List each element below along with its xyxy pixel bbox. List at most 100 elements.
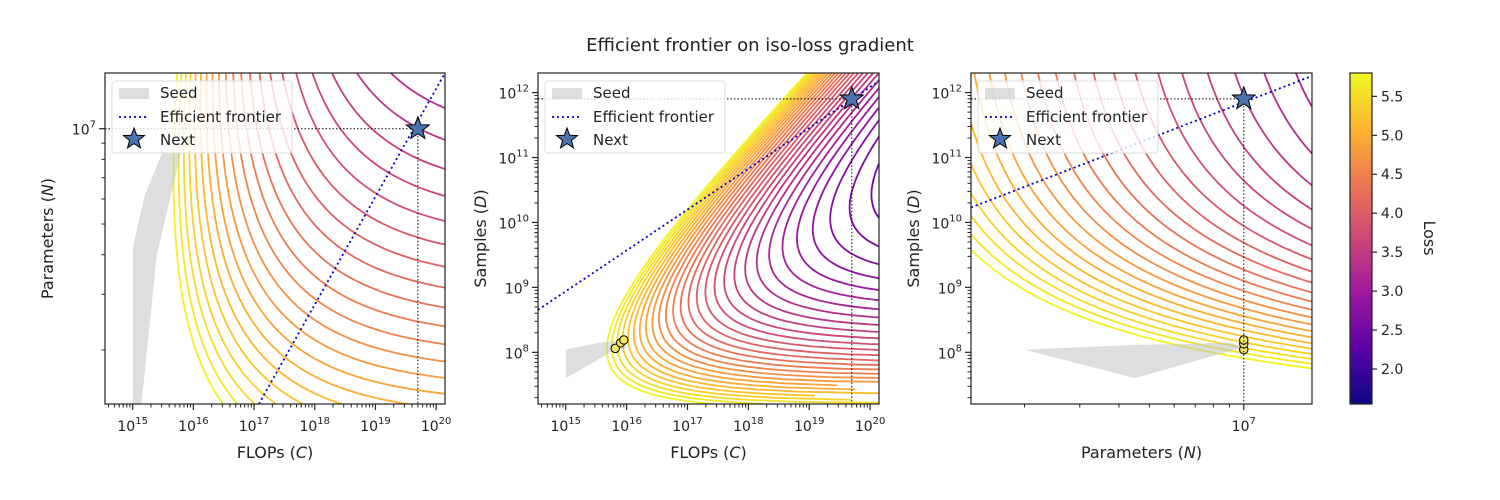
iso-loss-line: [658, 73, 879, 379]
iso-loss-line: [1037, 73, 1312, 311]
x-tick-label: 1019: [360, 416, 391, 435]
iso-loss-line: [311, 73, 445, 197]
x-axis-label: FLOPs (C): [670, 443, 747, 462]
y-tick-label: 108: [938, 343, 962, 362]
colorbar-tick-label: 3.5: [1381, 245, 1403, 261]
legend-box: [977, 80, 1159, 154]
y-tick-label: 109: [938, 278, 962, 297]
next-star: [405, 115, 431, 140]
iso-loss-line: [811, 106, 879, 280]
legend-seed-swatch: [985, 88, 1015, 99]
iso-loss-line: [796, 95, 879, 291]
iso-loss-line: [632, 73, 879, 395]
legend-next-label: Next: [160, 131, 195, 149]
legend-frontier-label: Efficient frontier: [1026, 108, 1148, 126]
x-tick-label: 107: [1232, 416, 1256, 435]
iso-loss-line: [1291, 0, 1312, 17]
x-tick-label: 1017: [672, 416, 703, 435]
y-tick-label: 109: [505, 278, 529, 297]
colorbar-tick-label: 4.5: [1381, 167, 1403, 183]
iso-loss-line: [295, 73, 445, 222]
iso-loss-line: [755, 73, 879, 319]
efficient-frontier-line: [538, 80, 879, 311]
plot-area: [538, 73, 1268, 404]
iso-loss-line: [713, 73, 879, 346]
iso-loss-line: [331, 73, 445, 170]
y-tick-label: 107: [72, 120, 96, 139]
legend-seed-swatch: [552, 88, 582, 99]
iso-loss-line: [638, 73, 856, 391]
legend-next-label: Next: [1026, 131, 1061, 149]
iso-loss-line: [971, 215, 1312, 360]
y-axis-label: Samples (D): [471, 189, 490, 287]
axes-ticks: 107 108 109 1010 1011 1012: [931, 84, 1255, 435]
iso-loss-line: [645, 73, 838, 387]
x-tick-label: 1018: [733, 416, 764, 435]
plot-area: [971, 0, 1312, 404]
iso-loss-line: [704, 73, 879, 351]
legend-seed-swatch: [119, 88, 149, 99]
x-tick-label: 1017: [239, 416, 270, 435]
legend: Seed Efficient frontier Next: [544, 80, 726, 154]
iso-loss-line: [1157, 73, 1312, 247]
legend-next-swatch: [122, 126, 146, 150]
iso-loss-line: [971, 163, 1312, 350]
seed-point: [619, 335, 629, 345]
next-star: [839, 85, 865, 110]
iso-loss-line: [848, 134, 879, 248]
efficient-frontier-line: [971, 75, 1312, 209]
iso-loss-line: [687, 73, 879, 362]
axes-ticks: 1015 1016 1017 1018 1019 1020 108 109 1010 1011 10…: [498, 84, 885, 435]
y-tick-label: 1011: [931, 148, 962, 167]
colorbar-tick-label: 4.0: [1381, 206, 1403, 222]
legend-seed-label: Seed: [593, 84, 631, 102]
iso-loss-contours: [971, 0, 1312, 370]
seed-point: [610, 343, 620, 354]
iso-loss-line: [1211, 73, 1268, 81]
colorbar-gradient: [1349, 72, 1373, 405]
y-tick-label: 108: [505, 343, 529, 362]
y-tick-label: 1010: [498, 213, 529, 232]
iso-loss-line: [679, 73, 879, 366]
iso-loss-line: [1020, 73, 1312, 319]
x-axis-label: FLOPs (C): [237, 443, 314, 462]
axes-frame: [537, 72, 880, 405]
x-tick-label: 1020: [855, 416, 886, 435]
colorbar-label: Loss: [1420, 220, 1439, 255]
y-axis-label: Samples (D): [904, 189, 923, 287]
iso-loss-line: [971, 233, 1312, 365]
x-tick-label: 1015: [117, 416, 148, 435]
seed-region: [1024, 342, 1244, 379]
legend-next-label: Next: [593, 131, 628, 149]
colorbar-tick-label: 2.0: [1381, 362, 1403, 378]
y-tick-label: 1012: [498, 84, 529, 103]
y-tick-label: 1012: [931, 84, 962, 103]
iso-loss-line: [1003, 73, 1312, 326]
iso-loss-line: [781, 86, 879, 302]
legend-box: [544, 80, 726, 154]
axes-frame: [970, 72, 1313, 405]
iso-loss-line: [973, 73, 1312, 339]
axes-ticks: 1015 1016 1017 1018 1019 1020 107: [72, 120, 452, 435]
seed-region: [132, 122, 188, 404]
colorbar-tick-label: 5.5: [1381, 89, 1403, 105]
y-axis-label: Parameters (N): [38, 178, 57, 299]
iso-loss-line: [664, 73, 879, 375]
iso-loss-line: [971, 192, 1312, 355]
colorbar-tick-label: 2.5: [1381, 323, 1403, 339]
iso-loss-line: [971, 249, 1312, 370]
iso-loss-line: [356, 73, 445, 141]
legend-box: [111, 80, 293, 154]
iso-loss-line: [1263, 73, 1312, 155]
x-tick-label: 1015: [550, 416, 581, 435]
legend-seed-label: Seed: [160, 84, 198, 102]
iso-loss-line: [390, 73, 445, 110]
next-star: [1231, 85, 1257, 110]
x-tick-label: 1020: [421, 416, 452, 435]
iso-loss-line: [581, 73, 739, 81]
x-axis-label: Parameters (N): [1081, 443, 1202, 462]
iso-loss-line: [1206, 73, 1312, 211]
legend-frontier-label: Efficient frontier: [160, 108, 282, 126]
